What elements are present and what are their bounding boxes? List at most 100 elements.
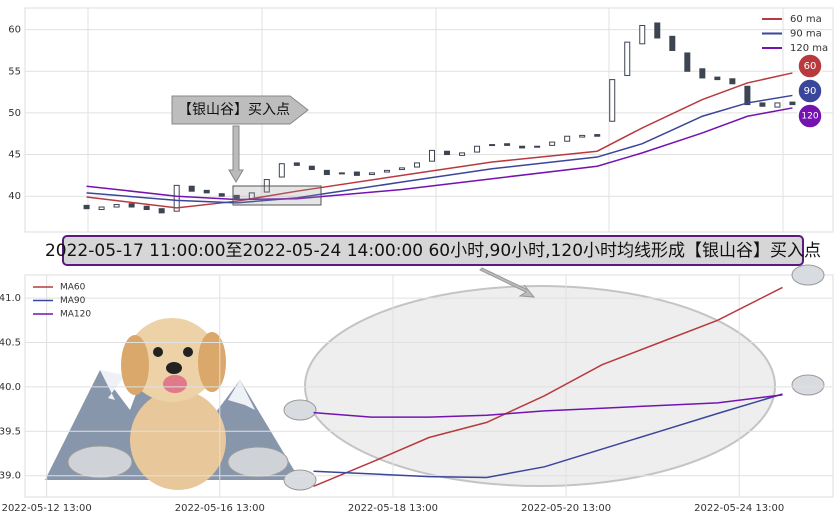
candle [624,41,631,76]
candle [158,208,165,214]
ma-line [313,393,783,479]
y-tick-label: 40.0 [0,382,21,393]
candle [98,206,105,211]
legend-label: 60 ma [790,14,822,25]
x-tick-label: 2022-05-16 13:00 [175,503,265,514]
candle [368,172,375,176]
y-tick-label: 39.5 [0,426,21,437]
highlight-box [232,185,322,206]
candle [293,162,300,166]
candle [684,52,691,72]
x-tick-label: 2022-05-18 13:00 [348,503,438,514]
arrow [228,125,244,183]
candle [383,169,390,173]
badge [797,53,823,79]
candle [203,189,210,194]
candle [669,35,676,51]
legend-label: MA90 [60,296,86,306]
candle [128,203,135,208]
candle [398,167,405,171]
callout [171,95,309,125]
ma-line [86,94,793,204]
badge-label: 90 [804,86,817,97]
ma-line [86,107,793,201]
dog-nose [166,362,182,374]
candle [308,165,315,171]
illustration [45,264,825,491]
x-tick-label: 2022-05-20 13:00 [521,503,611,514]
y-tick-label: 41.0 [0,293,21,304]
candle [143,205,150,211]
candle [759,102,766,107]
ingot [791,374,825,396]
dog-ear [121,335,149,395]
candle [774,102,781,108]
candle [113,204,120,208]
dog-eye [183,347,193,357]
candle [459,152,466,156]
snow [228,380,255,410]
ingot [283,469,317,491]
legend-label: MA60 [60,283,86,293]
badge [797,78,823,104]
dog-body [130,390,226,490]
banner-text: 2022-05-17 11:00:00至2022-05-24 14:00:00 … [45,241,821,261]
legend-label: MA120 [60,310,91,320]
candle [549,141,556,146]
y-tick-label: 60 [8,25,21,36]
dog-head [127,318,217,402]
ma-line [313,394,783,418]
dog-ear [198,332,226,392]
badge-label: 120 [801,112,818,122]
candle [188,185,195,192]
y-tick-label: 39.0 [0,471,21,482]
pointer [479,267,536,298]
legend-label: 120 ma [790,43,828,54]
candle [489,144,496,147]
ingot [791,264,825,286]
badge-label: 60 [804,61,817,72]
candle [564,135,571,142]
candle [218,193,225,197]
candle [83,204,90,210]
candle [654,22,661,39]
annotation: 【银山谷】买入点 [171,95,322,206]
legend-label: 90 ma [790,29,822,40]
x-tick-label: 2022-05-12 13:00 [2,503,92,514]
candle [504,143,511,146]
y-tick-label: 45 [8,150,21,161]
candle [594,134,601,137]
ingot [67,445,133,479]
candle [519,145,526,149]
ma-line [313,286,783,488]
candle [714,76,721,81]
candle [338,172,345,175]
candle [744,85,751,106]
y-tick-label: 40.5 [0,337,21,348]
candle [278,163,285,178]
dog-mouth [163,375,187,393]
ingot [283,399,317,421]
candle [474,145,481,153]
badge [797,103,823,129]
highlight-ellipse [304,285,776,487]
y-tick-label: 40 [8,191,21,202]
y-tick-label: 50 [8,108,21,119]
candle [579,134,586,138]
candle [413,162,420,168]
candle [444,150,451,156]
y-tick-label: 55 [8,66,21,77]
candle [534,145,541,148]
ma-line [86,72,793,209]
candle [323,169,330,176]
candle [173,184,180,212]
banner [62,235,804,266]
candle [353,171,360,176]
dog-eye [153,347,163,357]
candle [609,79,616,122]
candle [699,68,706,79]
candle [639,24,646,45]
candle [789,101,796,106]
candle [729,78,736,85]
